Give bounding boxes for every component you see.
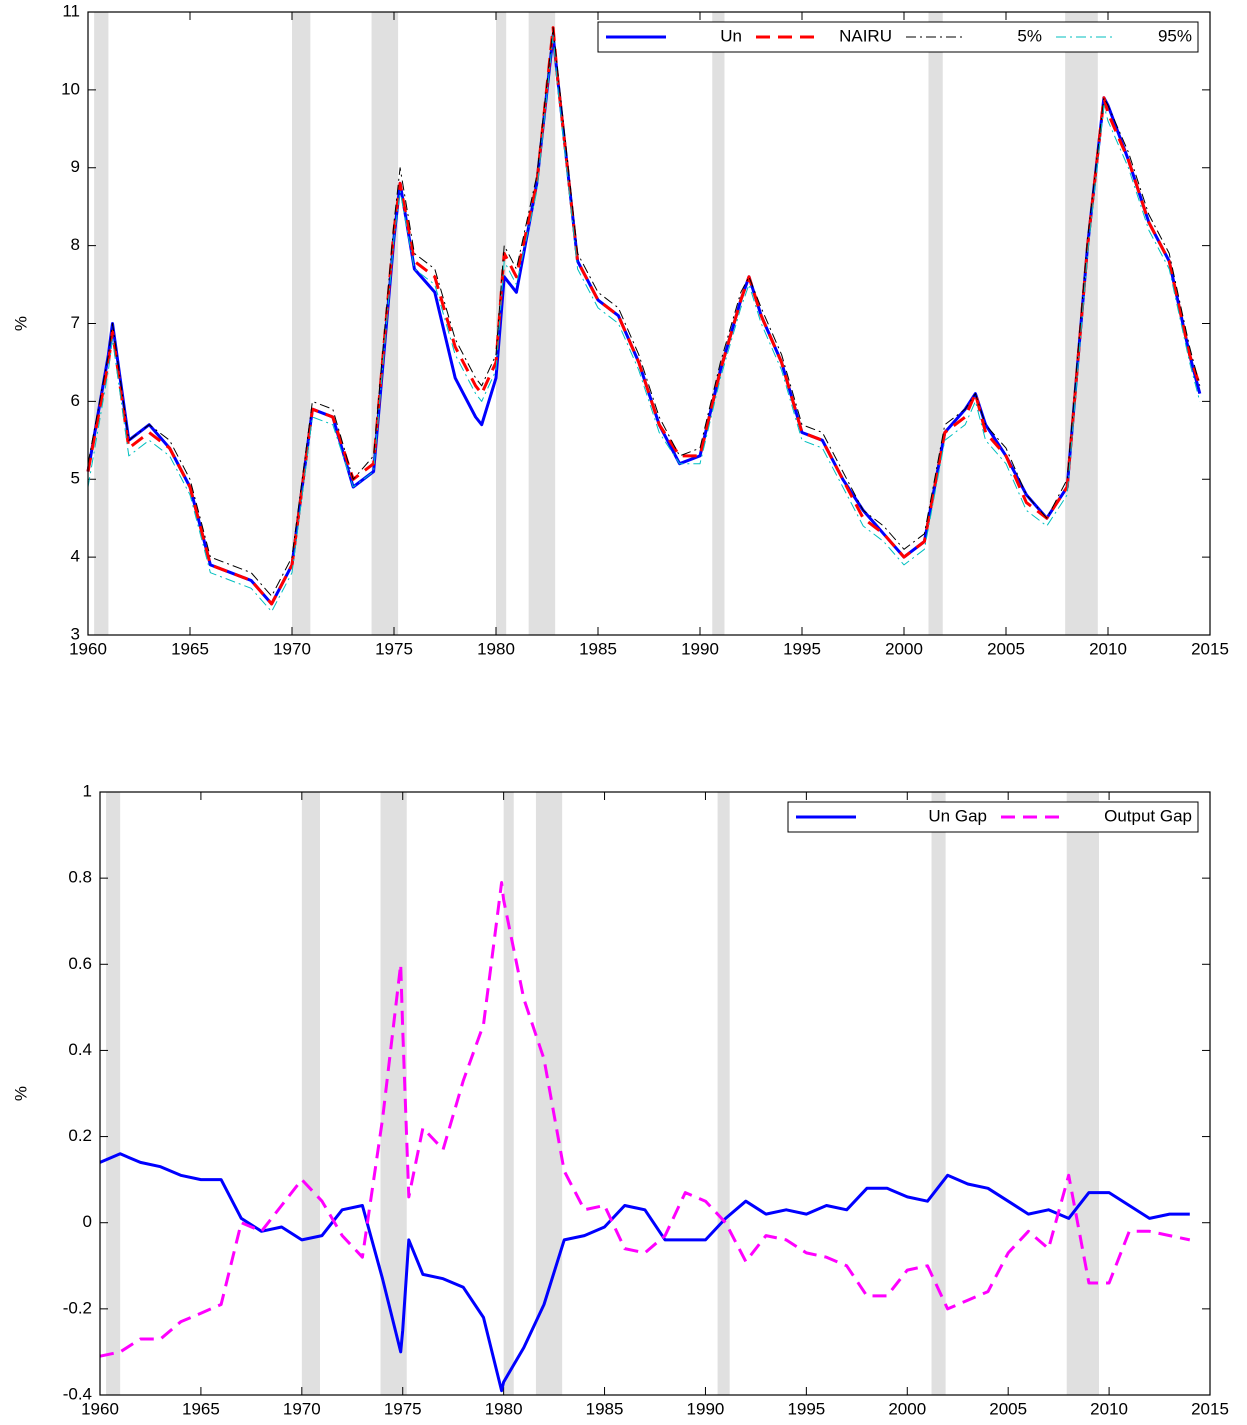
- plot-frame: [99, 791, 1211, 1396]
- x-tick-label: 2000: [885, 639, 923, 658]
- series-line: [86, 33, 1202, 606]
- y-tick-label: 6: [71, 391, 80, 410]
- x-tick-label: 2010: [1090, 1399, 1128, 1418]
- recession-band: [106, 792, 121, 1395]
- legend: Un Gap Output Gap: [787, 801, 1199, 833]
- legend-label: 5%: [1017, 26, 1042, 45]
- series-line: [86, 26, 1202, 606]
- recession-band: [717, 792, 730, 1395]
- y-tick-label: 5: [71, 469, 80, 488]
- x-tick-label: 1990: [681, 639, 719, 658]
- y-tick-label: 10: [61, 79, 80, 98]
- x-tick-label: 2015: [1191, 1399, 1229, 1418]
- x-tick-label: 2005: [987, 639, 1025, 658]
- y-tick-label: 1: [83, 781, 92, 800]
- recession-band: [371, 12, 399, 635]
- recession-band: [928, 12, 943, 635]
- x-tick-label: 1965: [171, 639, 209, 658]
- legend-label: Un Gap: [928, 806, 987, 825]
- plot-frame: [87, 11, 1211, 636]
- recession-band: [712, 12, 725, 635]
- y-tick-label: 0: [83, 1212, 92, 1231]
- y-tick-label: 8: [71, 235, 80, 254]
- recession-band: [292, 12, 311, 635]
- x-tick-label: 1970: [273, 639, 311, 658]
- x-tick-label: 2010: [1089, 639, 1127, 658]
- recession-band: [528, 12, 556, 635]
- y-tick-label: 0.2: [68, 1126, 92, 1145]
- recession-band: [94, 12, 109, 635]
- y-tick-label: 0.8: [68, 868, 92, 887]
- x-tick-label: 1985: [579, 639, 617, 658]
- legend: Un NAIRU 5% 95%: [597, 21, 1199, 53]
- x-tick-label: 1970: [283, 1399, 321, 1418]
- y-tick-label: 0.6: [68, 954, 92, 973]
- series-line: [87, 34, 1201, 613]
- x-tick-label: 1960: [69, 639, 107, 658]
- y-tick-label: 7: [71, 313, 80, 332]
- series-line: [99, 1152, 1190, 1393]
- x-tick-label: 1960: [81, 1399, 119, 1418]
- y-tick-label: 3: [71, 624, 80, 643]
- x-tick-label: 1975: [384, 1399, 422, 1418]
- x-tick-label: 1995: [783, 639, 821, 658]
- series-line: [99, 881, 1191, 1358]
- x-tick-label: 2015: [1191, 639, 1229, 658]
- legend-label: NAIRU: [839, 26, 892, 45]
- y-tick-label: -0.4: [63, 1384, 92, 1403]
- x-tick-label: 2005: [989, 1399, 1027, 1418]
- x-tick-label: 1985: [586, 1399, 624, 1418]
- y-tick-label: -0.2: [63, 1298, 92, 1317]
- y-tick-label: 4: [71, 547, 80, 566]
- x-tick-label: 1965: [182, 1399, 220, 1418]
- x-tick-label: 1980: [485, 1399, 523, 1418]
- x-tick-label: 2000: [888, 1399, 926, 1418]
- y-tick-label: 0.4: [68, 1040, 92, 1059]
- y-tick-label: 11: [62, 1, 80, 20]
- x-tick-label: 1990: [687, 1399, 725, 1418]
- x-tick-label: 1980: [477, 639, 515, 658]
- recession-band: [503, 792, 514, 1395]
- recession-band: [931, 792, 946, 1395]
- y-axis-label: %: [11, 316, 30, 331]
- legend-label: 95%: [1158, 26, 1192, 45]
- axes: 1960 1965 1970 1975 1980 1985 1990 1995 2000 2005…: [11, 1, 1228, 658]
- recession-band: [1066, 792, 1099, 1395]
- recession-band: [301, 792, 320, 1395]
- y-tick-label: 9: [71, 157, 80, 176]
- legend-box: [787, 801, 1199, 833]
- legend-box: [597, 21, 1199, 53]
- recession-band: [380, 792, 407, 1395]
- x-tick-label: 1995: [787, 1399, 825, 1418]
- legend-label: Un: [720, 26, 742, 45]
- axes: 1960 1965 1970 1975 1980 1985 1990 1995 2000 2005…: [11, 781, 1228, 1418]
- legend-label: Output Gap: [1104, 806, 1192, 825]
- series-line: [87, 27, 1201, 597]
- x-tick-label: 1975: [375, 639, 413, 658]
- y-axis-label: %: [11, 1086, 30, 1101]
